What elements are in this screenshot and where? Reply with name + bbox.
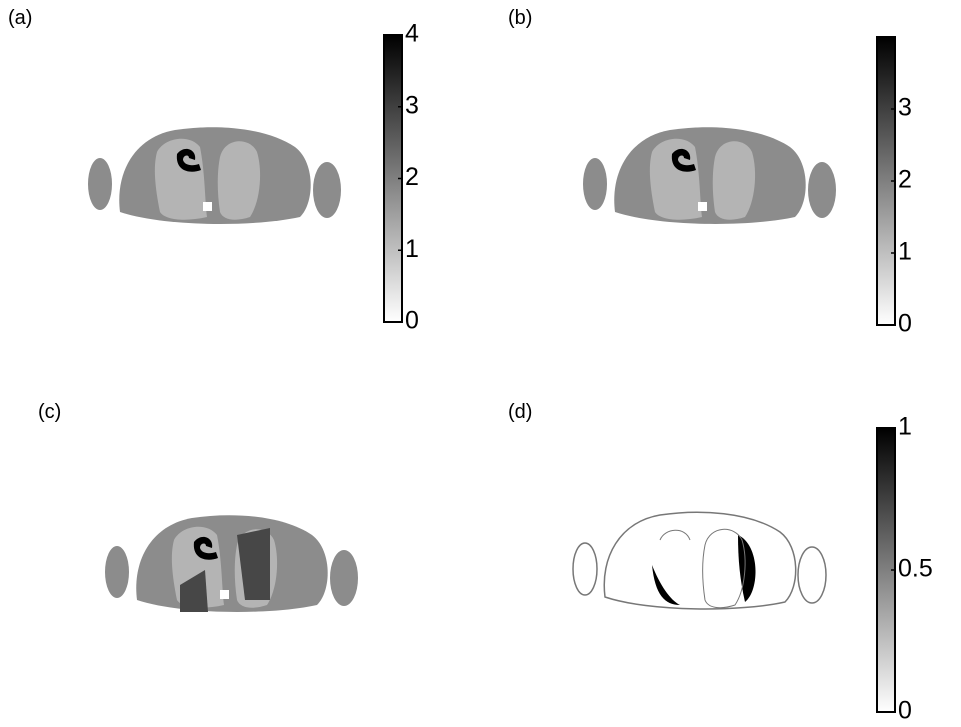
tick-label: 3 <box>405 91 419 119</box>
panel-label: (b) <box>508 7 532 29</box>
tick-label: 1 <box>898 413 912 441</box>
tick-label: 3 <box>898 94 912 122</box>
tick-label: 1 <box>898 238 912 266</box>
image-c <box>105 515 358 612</box>
image-d <box>573 512 826 609</box>
panel-label: (a) <box>8 7 32 29</box>
tick-label: 4 <box>405 20 419 48</box>
tick-label: 2 <box>898 166 912 194</box>
tick-label: 0 <box>405 307 419 335</box>
tick-label: 0 <box>898 697 912 725</box>
tick-label: 2 <box>405 163 419 191</box>
tick-label: 0 <box>898 310 912 338</box>
figure: (a) (b) (c) (d) 0 1 2 3 4 0 1 2 3 0 0.5 1 <box>0 0 961 727</box>
image-b <box>583 127 836 224</box>
image-a <box>88 127 341 224</box>
tick-label: 0.5 <box>898 555 933 583</box>
tick-label: 1 <box>405 235 419 263</box>
panel-label: (d) <box>508 401 532 423</box>
panel-label: (c) <box>38 401 61 423</box>
